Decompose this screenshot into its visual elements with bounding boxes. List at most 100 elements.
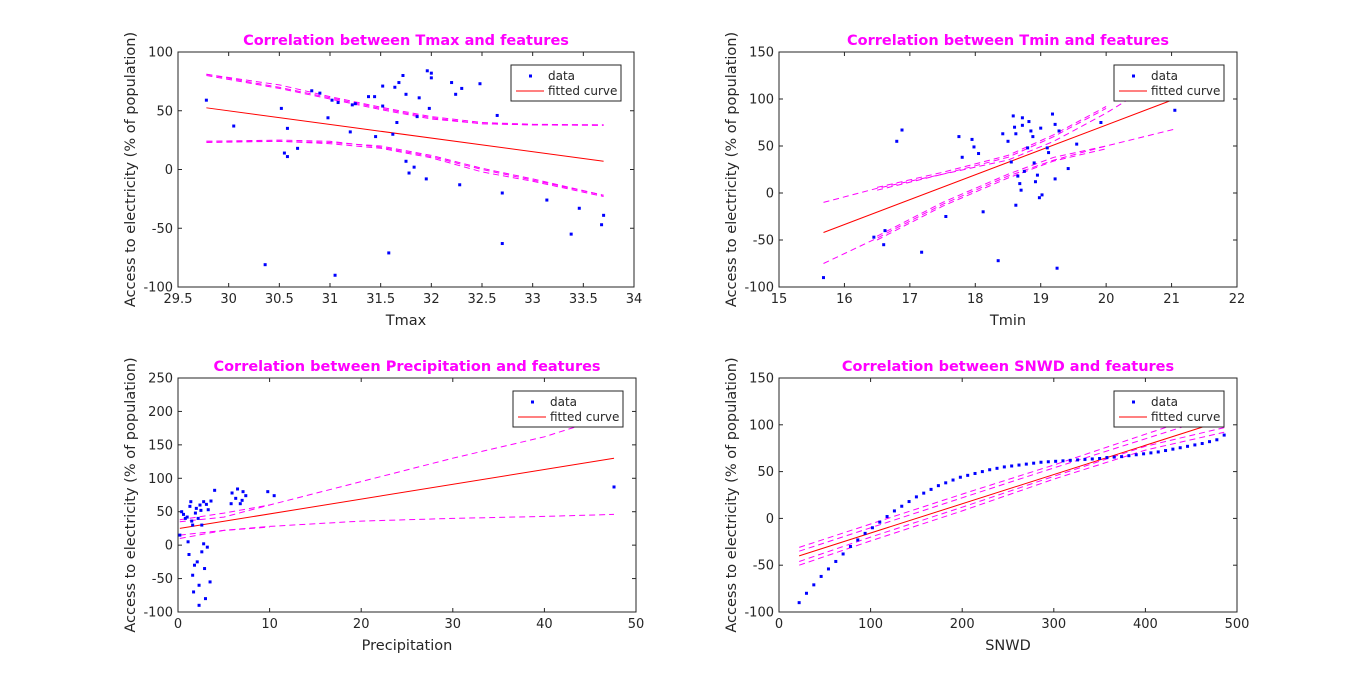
legend-data-label: data: [1151, 69, 1178, 83]
y-axis-label: Access to electricity (% of population): [123, 357, 139, 632]
chart-title: Correlation between Tmin and features: [847, 33, 1169, 49]
y-tick-label: 0: [165, 163, 173, 178]
data-point: [1171, 447, 1175, 451]
chart-tmin: 15 16 17 18 19 20 21 22 -100 -50 0 50 100 150 Correlat…: [724, 32, 1245, 329]
data-point: [266, 490, 270, 494]
x-tick-label: 200: [950, 617, 975, 632]
data-point: [872, 235, 876, 239]
data-point: [995, 466, 999, 470]
data-point: [1208, 440, 1212, 444]
legend-data-marker: [1132, 74, 1135, 78]
y-tick-label: -100: [744, 281, 774, 296]
x-tick-label: 29.5: [164, 292, 193, 307]
data-point: [391, 132, 395, 136]
data-point: [200, 523, 204, 527]
data-point: [914, 495, 918, 499]
data-point: [1018, 182, 1022, 186]
data-point: [381, 84, 385, 88]
data-point: [460, 86, 464, 90]
data-point: [1098, 456, 1102, 460]
x-tick-label: 33: [524, 292, 541, 307]
y-tick-label: 50: [156, 104, 173, 119]
data-point: [966, 473, 970, 477]
data-point: [848, 544, 852, 548]
y-axis-label: Access to electricity (% of population): [123, 32, 139, 307]
data-point: [1054, 459, 1058, 463]
data-point: [193, 511, 197, 515]
data-point: [819, 574, 823, 578]
data-point: [1011, 114, 1015, 118]
data-point: [900, 504, 904, 508]
plot-area: [204, 69, 606, 277]
y-tick-label: 150: [749, 46, 774, 61]
data-point: [1178, 446, 1182, 450]
prediction-bound-line: [206, 75, 604, 126]
data-point: [907, 500, 911, 504]
y-tick-label: 100: [148, 46, 173, 61]
data-point: [1099, 121, 1103, 124]
data-point: [981, 210, 985, 214]
y-tick-label: 0: [165, 539, 173, 554]
y-tick-label: 150: [148, 438, 173, 453]
y-axis-label: Access to electricity (% of population): [724, 32, 740, 307]
data-point: [199, 508, 203, 512]
data-point: [458, 183, 462, 187]
data-point: [826, 567, 830, 571]
data-point: [190, 519, 194, 523]
y-tick-label: 0: [766, 187, 774, 202]
data-point: [180, 510, 184, 514]
data-point: [892, 509, 896, 513]
data-point: [204, 98, 208, 102]
prediction-bound-line: [799, 431, 1225, 566]
data-point: [181, 512, 185, 516]
data-point: [240, 498, 244, 502]
data-point: [929, 487, 933, 491]
data-point: [185, 515, 189, 519]
y-tick-label: -100: [744, 606, 774, 621]
data-point: [1001, 132, 1005, 136]
x-tick-label: 100: [858, 617, 883, 632]
data-point: [348, 130, 352, 134]
data-point: [944, 481, 948, 485]
data-point: [977, 152, 981, 156]
data-point: [1173, 108, 1177, 112]
data-point: [1142, 452, 1146, 456]
data-point: [1035, 173, 1039, 177]
x-tick-label: 32: [423, 292, 440, 307]
x-tick-label: 30: [445, 617, 462, 632]
data-point: [1053, 177, 1057, 181]
data-point: [178, 533, 182, 537]
data-point: [205, 545, 209, 549]
data-point: [973, 471, 977, 475]
prediction-bound-line: [206, 140, 604, 196]
legend-box: [510, 64, 622, 102]
data-point: [1156, 450, 1160, 454]
y-tick-label: 100: [749, 418, 774, 433]
x-tick-label: 22: [1229, 292, 1246, 307]
prediction-bound-line: [206, 139, 604, 196]
data-point: [241, 490, 245, 494]
data-point: [367, 95, 371, 99]
data-point: [397, 81, 401, 85]
prediction-bound-line: [823, 128, 1175, 264]
x-tick-label: 16: [836, 292, 853, 307]
data-point: [404, 159, 408, 163]
data-point: [202, 542, 206, 546]
y-tick-label: 0: [766, 512, 774, 527]
data-point: [495, 113, 499, 117]
y-tick-label: 50: [156, 505, 173, 520]
data-point: [387, 251, 391, 255]
data-point: [1014, 132, 1018, 136]
data-point: [350, 103, 354, 107]
data-point: [282, 151, 286, 155]
x-tick-label: 15: [771, 292, 788, 307]
data-point: [922, 491, 926, 495]
prediction-bound-line: [876, 106, 1107, 188]
data-point: [1014, 203, 1018, 207]
plot-area: [797, 407, 1226, 605]
data-point: [1033, 180, 1037, 184]
data-point: [208, 580, 212, 584]
data-point: [395, 121, 399, 124]
data-point: [960, 155, 964, 159]
